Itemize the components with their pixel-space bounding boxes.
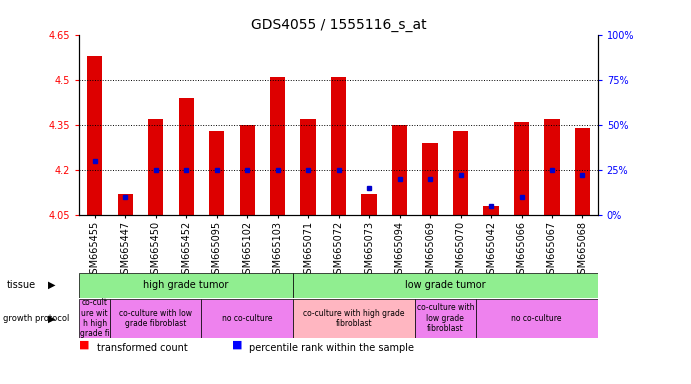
Text: growth protocol: growth protocol	[3, 314, 70, 323]
Bar	[293, 299, 415, 338]
Bar	[422, 143, 437, 215]
Text: no co-culture: no co-culture	[511, 314, 562, 323]
Title: GDS4055 / 1555116_s_at: GDS4055 / 1555116_s_at	[251, 18, 426, 32]
Bar	[453, 131, 468, 215]
Bar	[79, 299, 110, 338]
Text: low grade tumor: low grade tumor	[405, 280, 486, 290]
Bar	[293, 273, 598, 298]
Bar	[575, 128, 590, 215]
Bar	[301, 119, 316, 215]
Bar	[110, 299, 201, 338]
Text: no co-culture: no co-culture	[222, 314, 272, 323]
Text: co-culture with low
grade fibroblast: co-culture with low grade fibroblast	[119, 309, 192, 328]
Bar	[148, 119, 163, 215]
Bar	[361, 194, 377, 215]
Bar	[392, 125, 407, 215]
Bar	[545, 119, 560, 215]
Text: co-culture with high grade
fibroblast: co-culture with high grade fibroblast	[303, 309, 405, 328]
Text: percentile rank within the sample: percentile rank within the sample	[249, 343, 414, 353]
Bar	[415, 299, 476, 338]
Bar	[484, 206, 499, 215]
Bar	[87, 56, 102, 215]
Bar	[209, 131, 225, 215]
Bar	[178, 98, 193, 215]
Text: ■: ■	[79, 339, 90, 349]
Bar	[240, 125, 255, 215]
Bar	[476, 299, 598, 338]
Text: ■: ■	[231, 339, 242, 349]
Bar	[79, 273, 293, 298]
Text: transformed count: transformed count	[97, 343, 187, 353]
Text: co-cult
ure wit
h high
grade fi: co-cult ure wit h high grade fi	[80, 298, 110, 338]
Text: tissue: tissue	[7, 280, 36, 290]
Bar	[117, 194, 133, 215]
Bar	[270, 77, 285, 215]
Text: ▶: ▶	[48, 313, 55, 323]
Bar	[514, 122, 529, 215]
Text: ▶: ▶	[48, 280, 55, 290]
Text: co-culture with
low grade
fibroblast: co-culture with low grade fibroblast	[417, 303, 474, 333]
Text: high grade tumor: high grade tumor	[144, 280, 229, 290]
Bar	[201, 299, 293, 338]
Bar	[331, 77, 346, 215]
